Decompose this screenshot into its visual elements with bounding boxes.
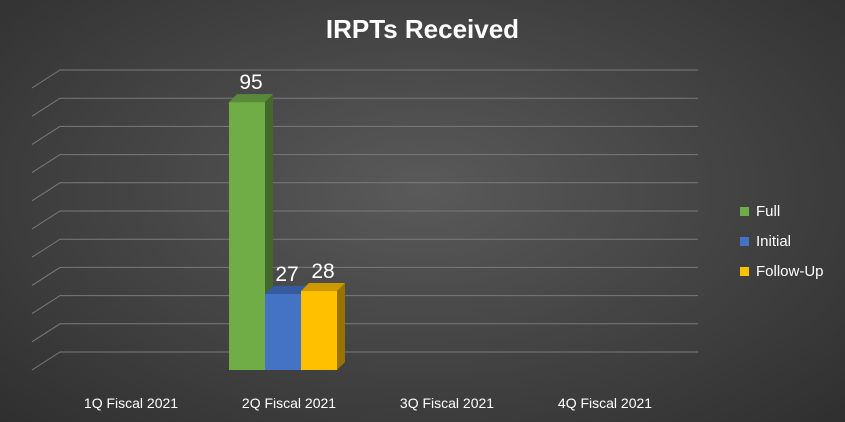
legend-swatch-full — [740, 206, 749, 216]
bar-top-follow-up — [301, 283, 345, 292]
data-label-full: 95 — [239, 71, 262, 94]
chart-title: IRPTs Received — [325, 14, 520, 44]
gridline — [31, 266, 698, 286]
gridline — [31, 295, 698, 315]
legend-swatch-follow-up — [740, 266, 749, 276]
gridline — [31, 323, 698, 343]
x-tick-label: 1Q Fiscal 2021 — [84, 395, 178, 411]
legend-label-follow-up: Follow-Up — [756, 262, 824, 280]
gridlines — [31, 69, 698, 371]
legend-label-initial: Initial — [756, 232, 792, 250]
gridline — [31, 351, 698, 371]
gridline — [31, 238, 698, 258]
bar-follow-up — [301, 291, 337, 370]
legend: Full Initial Follow-Up — [740, 196, 824, 286]
legend-item-full: Full — [740, 196, 824, 226]
x-axis-labels: 1Q Fiscal 2021 2Q Fiscal 2021 3Q Fiscal 20… — [84, 395, 652, 411]
bars — [229, 94, 345, 370]
gridline — [31, 125, 698, 145]
bar-top-initial — [265, 285, 309, 294]
gridline — [31, 69, 698, 89]
bar-initial — [265, 293, 301, 370]
data-label-initial: 27 — [275, 263, 298, 286]
gridline — [31, 154, 698, 174]
gridline — [31, 210, 698, 230]
x-tick-label: 4Q Fiscal 2021 — [558, 395, 652, 411]
gridline — [31, 182, 698, 202]
x-tick-label: 3Q Fiscal 2021 — [400, 395, 494, 411]
legend-swatch-initial — [740, 236, 749, 246]
gridline — [31, 97, 698, 117]
legend-item-follow-up: Follow-Up — [740, 256, 824, 286]
legend-label-full: Full — [756, 202, 781, 220]
data-label-follow-up: 28 — [311, 260, 334, 283]
bar-top-full — [229, 94, 273, 103]
x-tick-label: 2Q Fiscal 2021 — [242, 395, 336, 411]
legend-item-initial: Initial — [740, 226, 824, 256]
bar-full — [229, 102, 265, 370]
bar-side-follow-up — [337, 283, 345, 370]
data-labels: 95 27 28 — [239, 71, 334, 286]
